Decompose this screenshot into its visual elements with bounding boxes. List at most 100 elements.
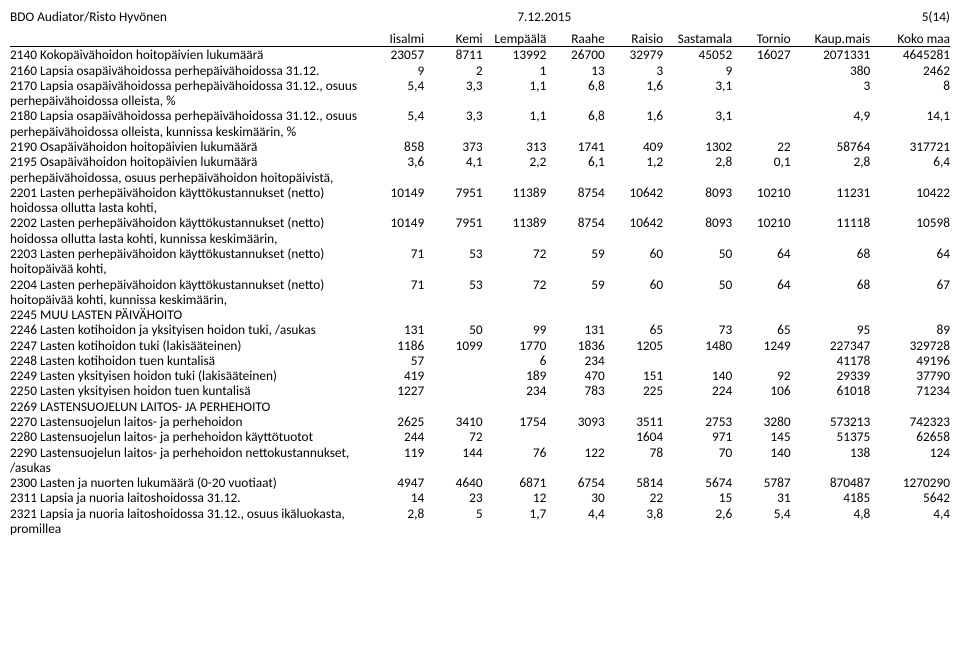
cell-value: 4,4 [870, 506, 950, 537]
cell-value: 244 [366, 429, 424, 444]
cell-value: 151 [605, 368, 663, 383]
cell-value: 10598 [870, 215, 950, 246]
cell-value: 145 [732, 429, 790, 444]
cell-value: 8711 [424, 47, 482, 63]
cell-value: 1 [483, 63, 547, 78]
cell-value: 5,4 [732, 506, 790, 537]
row-label: 2250 Lasten yksityisen hoidon tuen kunta… [10, 383, 366, 398]
column-header: Kemi [424, 31, 482, 47]
cell-value: 409 [605, 139, 663, 154]
cell-value: 99 [483, 322, 547, 337]
cell-value: 14,1 [870, 108, 950, 139]
row-label: 2249 Lasten yksityisen hoidon tuki (laki… [10, 368, 366, 383]
cell-value: 227347 [791, 338, 871, 353]
column-header: Iisalmi [366, 31, 424, 47]
cell-value: 1,7 [483, 506, 547, 537]
column-header: Kaup.mais [791, 31, 871, 47]
cell-value: 1186 [366, 338, 424, 353]
cell-value: 10149 [366, 185, 424, 216]
cell-value: 72 [483, 277, 547, 308]
table-header-row: IisalmiKemiLempääläRaaheRaisioSastamalaT… [10, 31, 950, 47]
cell-value: 65 [732, 322, 790, 337]
cell-value: 5642 [870, 490, 950, 505]
row-label: 2180 Lapsia osapäivähoidossa perhepäiväh… [10, 108, 366, 139]
cell-value [732, 63, 790, 78]
row-label: 2170 Lapsia osapäivähoidossa perhepäiväh… [10, 78, 366, 109]
cell-value: 62658 [870, 429, 950, 444]
cell-value: 8093 [663, 185, 732, 216]
cell-value: 317721 [870, 139, 950, 154]
cell-value: 189 [483, 368, 547, 383]
cell-value: 50 [663, 277, 732, 308]
table-row: 2170 Lapsia osapäivähoidossa perhepäiväh… [10, 78, 950, 109]
cell-value: 41178 [791, 353, 871, 368]
cell-value: 53 [424, 246, 482, 277]
cell-value: 144 [424, 445, 482, 476]
cell-value: 971 [663, 429, 732, 444]
cell-value: 858 [366, 139, 424, 154]
table-row: 2269 LASTENSUOJELUN LAITOS- JA PERHEHOIT… [10, 399, 950, 414]
cell-value: 68 [791, 246, 871, 277]
table-row: 2140 Kokopäivähoidon hoitopäivien lukumä… [10, 47, 950, 63]
cell-value: 2753 [663, 414, 732, 429]
cell-value: 22 [605, 490, 663, 505]
cell-value: 234 [483, 383, 547, 398]
row-label: 2269 LASTENSUOJELUN LAITOS- JA PERHEHOIT… [10, 399, 366, 414]
cell-value: 1604 [605, 429, 663, 444]
cell-value [366, 399, 424, 414]
cell-value [424, 307, 482, 322]
row-label: 2280 Lastensuojelun laitos- ja perhehoid… [10, 429, 366, 444]
cell-value [424, 353, 482, 368]
cell-value [483, 307, 547, 322]
cell-value [663, 307, 732, 322]
cell-value [732, 307, 790, 322]
cell-value: 59 [546, 246, 604, 277]
cell-value [870, 399, 950, 414]
row-label: 2248 Lasten kotihoidon tuen kuntalisä [10, 353, 366, 368]
row-label: 2204 Lasten perhepäivähoidon käyttökusta… [10, 277, 366, 308]
cell-value: 16027 [732, 47, 790, 63]
cell-value: 138 [791, 445, 871, 476]
cell-value: 6,8 [546, 78, 604, 109]
cell-value: 1770 [483, 338, 547, 353]
header-spacer [10, 31, 366, 47]
cell-value: 329728 [870, 338, 950, 353]
cell-value: 1,2 [605, 154, 663, 185]
cell-value: 3,1 [663, 108, 732, 139]
cell-value: 4947 [366, 475, 424, 490]
cell-value: 5674 [663, 475, 732, 490]
cell-value: 10642 [605, 215, 663, 246]
cell-value: 4,9 [791, 108, 871, 139]
cell-value: 76 [483, 445, 547, 476]
row-label: 2300 Lasten ja nuorten lukumäärä (0-20 v… [10, 475, 366, 490]
table-row: 2250 Lasten yksityisen hoidon tuen kunta… [10, 383, 950, 398]
cell-value: 8754 [546, 185, 604, 216]
column-header: Tornio [732, 31, 790, 47]
table-row: 2290 Lastensuojelun laitos- ja perhehoid… [10, 445, 950, 476]
cell-value: 3,6 [366, 154, 424, 185]
cell-value: 13992 [483, 47, 547, 63]
cell-value: 1270290 [870, 475, 950, 490]
page-header: BDO Audiator/Risto Hyvönen 7.12.2015 5(1… [10, 8, 950, 25]
cell-value: 4640 [424, 475, 482, 490]
cell-value [546, 307, 604, 322]
cell-value: 3 [605, 63, 663, 78]
cell-value [483, 429, 547, 444]
cell-value: 61018 [791, 383, 871, 398]
cell-value: 95 [791, 322, 871, 337]
cell-value: 1227 [366, 383, 424, 398]
cell-value: 131 [366, 322, 424, 337]
cell-value: 14 [366, 490, 424, 505]
cell-value: 2,8 [366, 506, 424, 537]
cell-value: 3,3 [424, 78, 482, 109]
cell-value: 22 [732, 139, 790, 154]
cell-value: 32979 [605, 47, 663, 63]
cell-value: 78 [605, 445, 663, 476]
table-row: 2204 Lasten perhepäivähoidon käyttökusta… [10, 277, 950, 308]
cell-value: 7951 [424, 185, 482, 216]
header-left: BDO Audiator/Risto Hyvönen [10, 8, 167, 25]
table-row: 2160 Lapsia osapäivähoidossa perhepäiväh… [10, 63, 950, 78]
cell-value: 64 [870, 246, 950, 277]
cell-value: 3,1 [663, 78, 732, 109]
cell-value: 2,6 [663, 506, 732, 537]
